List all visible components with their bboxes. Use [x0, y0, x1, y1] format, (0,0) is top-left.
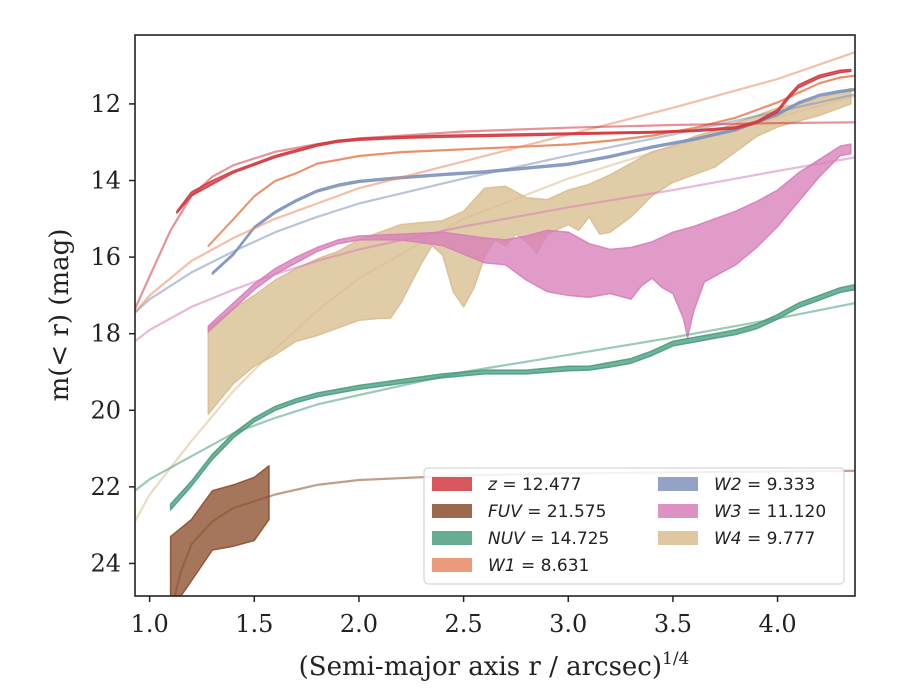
legend-entry-W3: W3 = 11.120 [658, 502, 826, 522]
y-tick-label: 16 [90, 243, 121, 271]
legend-swatch-W2 [658, 477, 698, 491]
x-tick-label: 2.0 [340, 610, 378, 638]
x-tick-label: 3.5 [654, 610, 692, 638]
profile-band-W1 [207, 74, 855, 248]
x-tick-label: 1.0 [131, 610, 169, 638]
y-tick-label: 20 [90, 396, 121, 424]
y-tick-label: 18 [90, 320, 121, 348]
legend-entry-z: z = 12.477 [432, 475, 581, 495]
x-tick-label: 3.0 [549, 610, 587, 638]
legend-swatch-W4 [658, 531, 698, 545]
legend-entry-FUV: FUV = 21.575 [432, 502, 606, 522]
y-tick-label: 22 [90, 473, 121, 501]
y-axis: 12 14 16 18 20 22 24 [90, 90, 135, 577]
legend-label-W3: W3 = 11.120 [714, 502, 826, 522]
legend-entry-W1: W1 = 8.631 [432, 556, 589, 576]
profile-band-W2 [211, 87, 855, 276]
profile-band-W3 [207, 143, 852, 339]
model-line-NUV [135, 302, 855, 492]
model-line-W3 [135, 156, 855, 343]
legend-label-NUV: NUV = 14.725 [488, 529, 609, 549]
y-axis-title: m(< r) (mag) [45, 229, 75, 402]
legend-entry-NUV: NUV = 14.725 [432, 529, 609, 549]
legend-box [423, 467, 845, 585]
profile-band-NUV [169, 283, 855, 511]
x-tick-label: 2.5 [445, 610, 483, 638]
legend-entry-W4: W4 = 9.777 [658, 529, 815, 549]
legend-entries: z = 12.477 FUV = 21.575 NUV = 14.725 W1 = 8… [432, 475, 826, 576]
legend-swatch-W1 [432, 558, 472, 572]
x-tick-label: 1.5 [235, 610, 273, 638]
legend-label-z: z = 12.477 [487, 475, 581, 495]
x-axis-title-main: (Semi-major axis r / arcsec) [299, 652, 662, 682]
y-tick-label: 24 [90, 549, 121, 577]
legend-entry-W2: W2 = 9.333 [658, 475, 815, 495]
legend: z = 12.477 FUV = 21.575 NUV = 14.725 W1 = 8… [423, 467, 845, 585]
x-tick-label: 4.0 [758, 610, 796, 638]
model-line-z [135, 121, 855, 310]
legend-label-W4: W4 = 9.777 [714, 529, 815, 549]
series-layer [135, 51, 855, 596]
legend-swatch-W3 [658, 504, 698, 518]
plot-frame [134, 34, 856, 597]
y-tick-label: 14 [90, 167, 121, 195]
legend-label-W1: W1 = 8.631 [488, 556, 589, 576]
x-axis-title: (Semi-major axis r / arcsec)1/4 [299, 649, 690, 682]
legend-label-W2: W2 = 9.333 [714, 475, 815, 495]
profile-band-FUV [169, 465, 270, 596]
profile-band-W4 [207, 87, 852, 415]
legend-swatch-NUV [432, 531, 472, 545]
profile-band-z [176, 68, 852, 214]
y-tick-label: 12 [90, 90, 121, 118]
x-axis-title-exponent: 1/4 [662, 649, 689, 669]
legend-label-FUV: FUV = 21.575 [488, 502, 606, 522]
model-line-W1 [135, 51, 855, 314]
legend-swatch-FUV [432, 504, 472, 518]
legend-swatch-z [432, 477, 472, 491]
x-axis: 1.0 1.5 2.0 2.5 3.0 3.5 4.0 [131, 596, 797, 638]
